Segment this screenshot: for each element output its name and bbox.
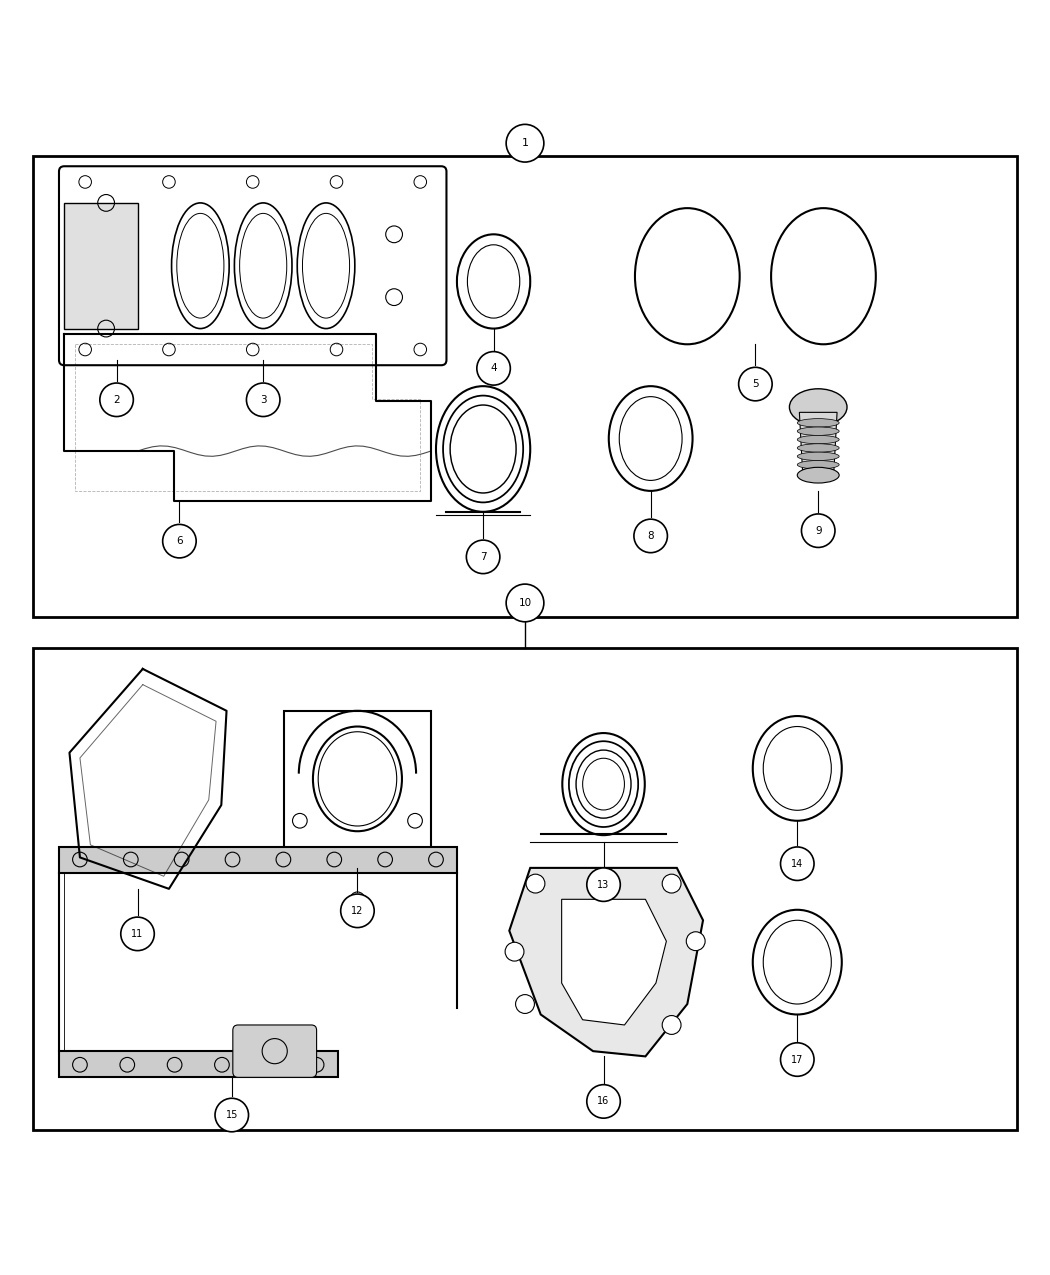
FancyBboxPatch shape [233, 1025, 317, 1077]
Text: 17: 17 [791, 1054, 803, 1065]
Circle shape [121, 917, 154, 951]
Circle shape [738, 367, 772, 400]
Text: 2: 2 [113, 395, 120, 404]
Bar [64, 203, 138, 329]
Ellipse shape [797, 444, 839, 453]
Text: 13: 13 [597, 880, 610, 890]
Circle shape [506, 125, 544, 162]
Circle shape [801, 514, 835, 547]
Text: 9: 9 [815, 525, 821, 536]
Text: 11: 11 [131, 929, 144, 938]
Circle shape [663, 1016, 681, 1034]
Ellipse shape [790, 389, 847, 426]
Circle shape [466, 541, 500, 574]
Text: 1: 1 [522, 138, 528, 148]
Ellipse shape [797, 453, 839, 460]
Circle shape [587, 1085, 621, 1118]
Text: 12: 12 [352, 905, 363, 915]
Text: 6: 6 [176, 537, 183, 546]
Text: 3: 3 [260, 395, 267, 404]
Ellipse shape [797, 435, 839, 444]
Ellipse shape [797, 468, 839, 483]
Circle shape [587, 868, 621, 901]
Polygon shape [509, 868, 704, 1057]
Ellipse shape [297, 203, 355, 329]
Polygon shape [562, 899, 667, 1025]
Ellipse shape [797, 418, 839, 427]
Circle shape [687, 932, 706, 951]
Bar [33, 156, 1017, 617]
Text: 4: 4 [490, 363, 497, 374]
Circle shape [526, 875, 545, 892]
Ellipse shape [313, 727, 402, 831]
Circle shape [247, 382, 280, 417]
Circle shape [215, 1098, 249, 1132]
Circle shape [634, 519, 668, 552]
Text: 8: 8 [648, 530, 654, 541]
Bar [59, 1051, 337, 1077]
Circle shape [505, 942, 524, 961]
Circle shape [516, 994, 534, 1014]
Circle shape [163, 524, 196, 558]
Circle shape [663, 875, 681, 892]
Text: 16: 16 [597, 1096, 610, 1107]
Bar [59, 847, 457, 873]
Ellipse shape [797, 460, 839, 469]
Polygon shape [799, 412, 837, 470]
Text: 14: 14 [791, 858, 803, 868]
Text: 5: 5 [752, 379, 759, 389]
Circle shape [780, 847, 814, 881]
Ellipse shape [234, 203, 292, 329]
Circle shape [477, 352, 510, 385]
Text: 15: 15 [226, 1111, 238, 1119]
Circle shape [780, 1043, 814, 1076]
Ellipse shape [171, 203, 229, 329]
Circle shape [340, 894, 374, 928]
Text: 10: 10 [519, 598, 531, 608]
Ellipse shape [797, 427, 839, 435]
Circle shape [100, 382, 133, 417]
Text: 7: 7 [480, 552, 486, 562]
Circle shape [506, 584, 544, 622]
Bar [33, 648, 1017, 1130]
Bar [285, 710, 430, 868]
